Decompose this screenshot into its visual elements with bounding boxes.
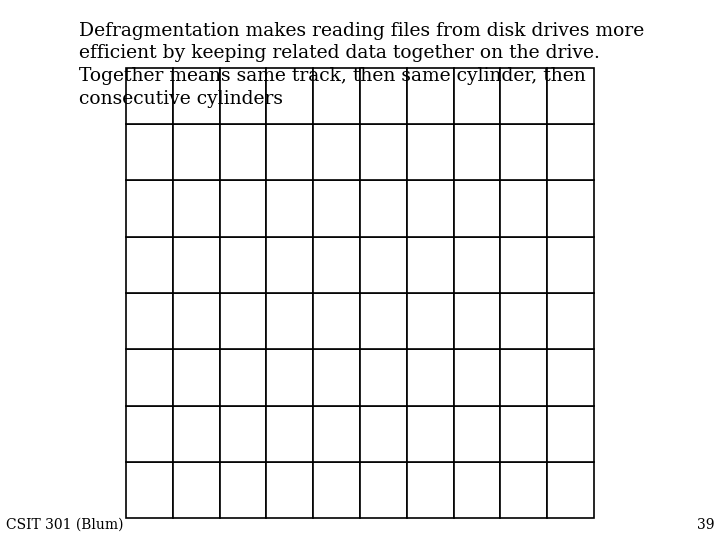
Bar (173, 237, 220, 293)
Bar (313, 406, 360, 462)
Bar (454, 68, 500, 124)
Bar (266, 237, 313, 293)
Bar (407, 124, 454, 180)
Bar (407, 237, 454, 293)
Bar (313, 293, 360, 349)
Bar (266, 349, 313, 406)
Bar (173, 180, 220, 237)
Bar (547, 180, 594, 237)
Bar (360, 462, 407, 518)
Bar (173, 349, 220, 406)
Bar (500, 406, 547, 462)
Bar (547, 237, 594, 293)
Bar (500, 180, 547, 237)
Bar (220, 180, 266, 237)
Bar (407, 293, 454, 349)
Bar (360, 124, 407, 180)
Bar (126, 293, 173, 349)
Bar (407, 68, 454, 124)
Bar (220, 293, 266, 349)
Bar (266, 406, 313, 462)
Bar (126, 462, 173, 518)
Bar (547, 462, 594, 518)
Bar (500, 293, 547, 349)
Bar (407, 406, 454, 462)
Bar (220, 349, 266, 406)
Bar (547, 293, 594, 349)
Bar (266, 68, 313, 124)
Bar (220, 406, 266, 462)
Bar (500, 237, 547, 293)
Bar (500, 68, 547, 124)
Bar (173, 68, 220, 124)
Bar (547, 124, 594, 180)
Bar (266, 462, 313, 518)
Bar (360, 349, 407, 406)
Bar (173, 462, 220, 518)
Bar (126, 124, 173, 180)
Bar (313, 124, 360, 180)
Bar (454, 180, 500, 237)
Text: 39: 39 (697, 518, 714, 532)
Bar (360, 293, 407, 349)
Bar (313, 237, 360, 293)
Bar (360, 68, 407, 124)
Bar (500, 124, 547, 180)
Bar (126, 68, 173, 124)
Bar (454, 406, 500, 462)
Bar (220, 68, 266, 124)
Bar (454, 237, 500, 293)
Bar (500, 462, 547, 518)
Bar (360, 237, 407, 293)
Bar (360, 180, 407, 237)
Bar (407, 462, 454, 518)
Bar (173, 406, 220, 462)
Bar (313, 349, 360, 406)
Bar (454, 462, 500, 518)
Bar (407, 349, 454, 406)
Bar (454, 349, 500, 406)
Bar (313, 68, 360, 124)
Bar (126, 237, 173, 293)
Bar (547, 349, 594, 406)
Bar (173, 124, 220, 180)
Bar (454, 293, 500, 349)
Bar (266, 293, 313, 349)
Bar (126, 349, 173, 406)
Bar (313, 462, 360, 518)
Bar (266, 124, 313, 180)
Bar (220, 124, 266, 180)
Bar (173, 293, 220, 349)
Bar (126, 406, 173, 462)
Bar (266, 180, 313, 237)
Bar (547, 406, 594, 462)
Bar (220, 462, 266, 518)
Bar (126, 180, 173, 237)
Bar (220, 237, 266, 293)
Bar (313, 180, 360, 237)
Bar (454, 124, 500, 180)
Text: CSIT 301 (Blum): CSIT 301 (Blum) (6, 518, 123, 532)
Bar (547, 68, 594, 124)
Text: Defragmentation makes reading files from disk drives more
efficient by keeping r: Defragmentation makes reading files from… (79, 22, 644, 109)
Bar (407, 180, 454, 237)
Bar (360, 406, 407, 462)
Bar (500, 349, 547, 406)
